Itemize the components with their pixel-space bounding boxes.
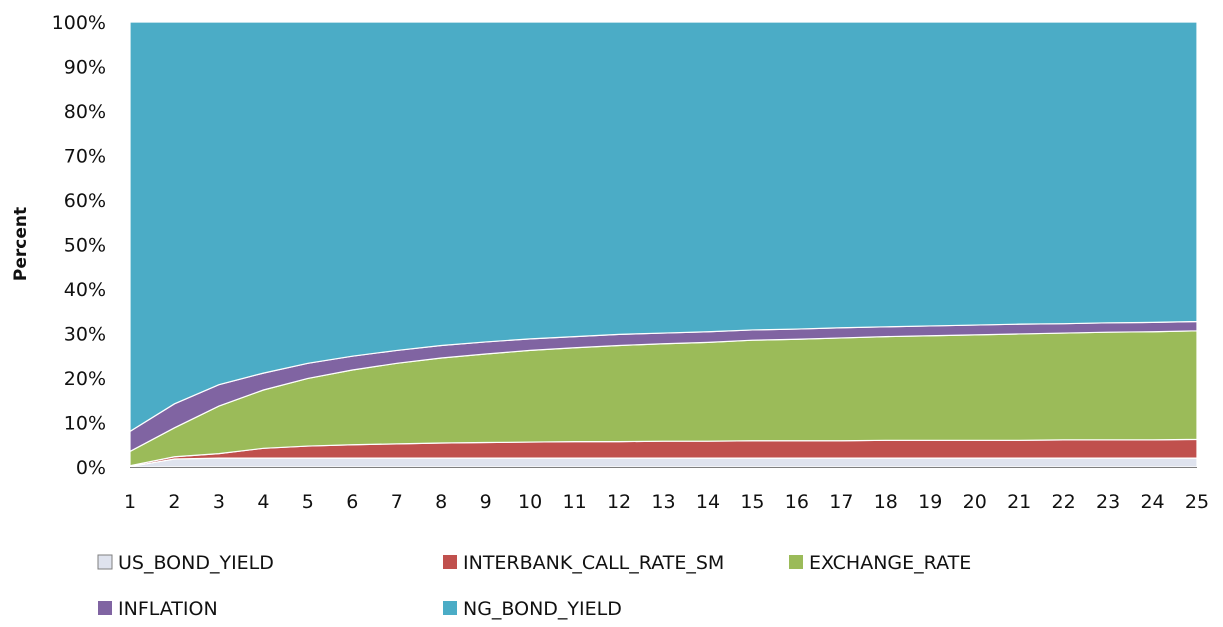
y-tick-label: 100% — [52, 12, 106, 34]
x-tick-label: 5 — [302, 491, 314, 513]
y-tick-label: 20% — [64, 368, 106, 390]
legend-label-us-bond-yield: US_BOND_YIELD — [118, 552, 274, 574]
x-tick-label: 18 — [874, 491, 898, 513]
legend-swatch-inflation — [98, 601, 112, 615]
x-tick-label: 14 — [696, 491, 720, 513]
y-tick-label: 70% — [64, 146, 106, 168]
legend-label-exchange-rate: EXCHANGE_RATE — [809, 552, 971, 574]
legend-label-ng-bond-yield: NG_BOND_YIELD — [463, 598, 622, 620]
legend-swatch-us-bond-yield — [97, 554, 113, 570]
x-tick-label: 2 — [168, 491, 180, 513]
x-tick-label: 11 — [562, 491, 586, 513]
legend-swatch-interbank-call-rate-sm — [443, 555, 457, 569]
x-tick-label: 7 — [391, 491, 403, 513]
legend: US_BOND_YIELD INTERBANK_CALL_RATE_SM EXCHA… — [97, 552, 971, 620]
x-tick-label: 19 — [918, 491, 942, 513]
x-tick-label: 13 — [651, 491, 675, 513]
x-tick-label: 6 — [346, 491, 358, 513]
x-tick-label: 1 — [124, 491, 136, 513]
x-tick-label: 12 — [607, 491, 631, 513]
x-tick-label: 16 — [785, 491, 809, 513]
y-tick-label: 30% — [64, 324, 106, 346]
x-tick-label: 22 — [1052, 491, 1076, 513]
y-tick-label: 90% — [64, 57, 106, 79]
x-tick-label: 24 — [1140, 491, 1164, 513]
y-tick-label: 10% — [64, 413, 106, 435]
x-tick-label: 9 — [480, 491, 492, 513]
y-axis-label: Percent — [11, 207, 31, 281]
plot-area — [129, 21, 1198, 468]
legend-swatch-exchange-rate — [789, 555, 803, 569]
y-tick-label: 60% — [64, 190, 106, 212]
x-tick-label: 3 — [213, 491, 225, 513]
x-tick-label: 8 — [435, 491, 447, 513]
x-tick-label: 4 — [257, 491, 269, 513]
y-axis: 0% 10% 20% 30% 40% 50% 60% 70% 80% 90% 100% — [52, 12, 106, 479]
y-tick-label: 40% — [64, 279, 106, 301]
y-tick-label: 50% — [64, 235, 106, 257]
x-axis: 1 2 3 4 5 6 7 8 9 10 11 12 13 14 15 16 17 18 19 20 21 22 23 24 2… — [124, 467, 1209, 513]
x-tick-label: 10 — [518, 491, 542, 513]
x-tick-label: 25 — [1185, 491, 1209, 513]
x-tick-label: 17 — [829, 491, 853, 513]
x-tick-label: 21 — [1007, 491, 1031, 513]
x-tick-label: 23 — [1096, 491, 1120, 513]
area-us-bond-yield — [129, 457, 1198, 468]
legend-swatch-ng-bond-yield — [443, 601, 457, 615]
x-tick-label: 15 — [740, 491, 764, 513]
area-ng-bond-yield — [129, 21, 1198, 433]
legend-label-inflation: INFLATION — [118, 598, 218, 620]
x-tick-label: 20 — [963, 491, 987, 513]
y-tick-label: 80% — [64, 101, 106, 123]
y-tick-label: 0% — [76, 457, 106, 479]
legend-label-interbank-call-rate-sm: INTERBANK_CALL_RATE_SM — [463, 552, 724, 574]
